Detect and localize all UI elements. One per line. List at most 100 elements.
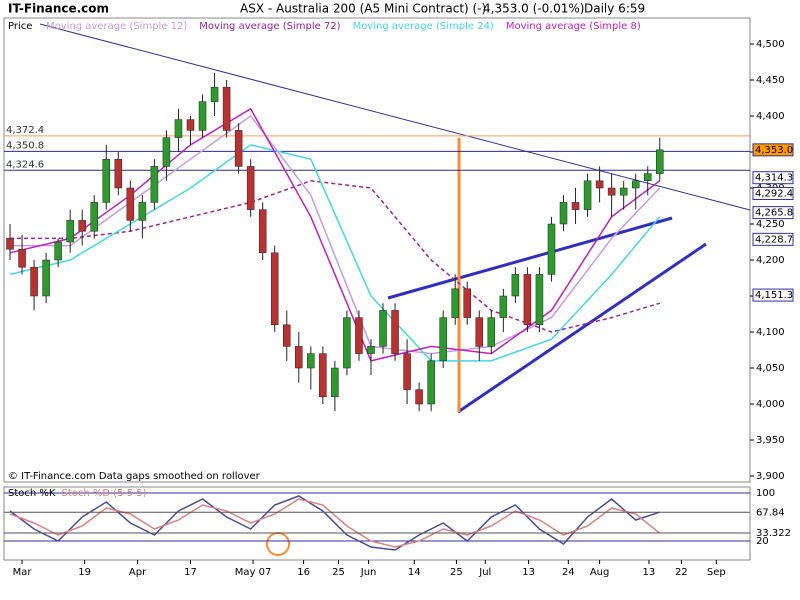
candle-body [18,248,26,268]
candle-body [30,266,38,297]
x-tick-label: 25 [450,567,463,578]
candle-body [355,317,363,354]
candle-body [487,317,496,347]
price-box-label: 4,292.4 [755,188,793,199]
legend-entry: Stoch %D (5 5 5) [61,488,146,499]
legend-entry: Moving average (Simple 24) [353,21,494,32]
y-tick-label: 4,500 [756,39,785,50]
y-tick-label: 4,250 [756,219,785,230]
candle-body [331,367,339,398]
stoch-frame [3,486,751,561]
candle-body [571,202,580,210]
candle-body [258,209,267,254]
series-line [10,180,660,333]
candle-body [186,119,195,131]
y-tick-label: 3,950 [756,435,785,446]
y-tick-label: 4,450 [756,75,785,86]
legend-entry: Moving average (Simple 72) [199,21,340,32]
candle-body [403,353,411,390]
candle-body [150,166,159,203]
instrument: ASX - Australia 200 (A5 Mini Contract) (… [240,2,486,16]
candle-body [174,119,183,138]
candle-body [283,324,291,347]
x-tick-label: 14 [408,567,421,578]
y-tick-label: 4,100 [756,327,785,338]
channel-bottom [457,242,707,414]
y-tick-label: 4,400 [756,111,785,122]
candle-body [246,166,255,210]
price-box [752,143,794,157]
x-tick-label: 24 [562,567,575,578]
level-label: 4,350.8 [6,140,44,151]
candle-body [66,220,74,243]
x-tick-label: 13 [643,567,656,578]
candle-body [547,223,556,275]
candle-body [463,288,471,318]
panel-label: Price [8,21,32,32]
series-line [10,114,661,355]
stoch-value-label: 67.84 [756,507,785,518]
candle-body [307,353,315,369]
candle-body [523,274,532,326]
price-box [752,171,794,185]
candle-body [126,187,135,221]
y-tick-label: 20 [756,536,769,547]
price-box [752,186,794,200]
x-tick-label: Aug [590,567,610,578]
x-tick-label: 17 [184,567,197,578]
trend-line [39,23,751,211]
legend-entry: Stoch %K [8,488,56,499]
candle-body [439,317,447,362]
candle-body [427,360,435,405]
x-tick-label: 22 [675,567,688,578]
x-tick-label: Sep [707,567,726,578]
candle-body [162,137,171,167]
price-box [752,232,794,246]
x-tick-label: 19 [78,567,91,578]
candle-body [559,202,568,225]
series-line [9,143,661,362]
candle-body [54,241,62,261]
candle-body [415,389,423,405]
x-tick-label: Apr [129,567,147,578]
candle-body [499,295,508,318]
x-tick-label: 16 [297,567,310,578]
candle-body [319,353,327,398]
y-tick-label: 3,900 [756,471,785,482]
candle-body [475,317,484,347]
series-line [9,498,661,548]
candle-body [138,202,147,221]
candle-body [270,252,279,326]
site: IT-Finance.com [8,2,109,16]
candle-body [198,101,207,131]
level-label: 4,372.4 [6,125,44,136]
candle-body [90,202,98,232]
candle-body [619,187,628,196]
x-tick-label: Jun [360,567,377,578]
y-tick-label: 4,050 [756,363,785,374]
candle-body [102,158,111,203]
y-tick-label: 4,200 [756,255,785,266]
candle-body [42,259,50,297]
candle-body [535,274,544,326]
price-box-label: 4,353.0 [755,145,793,156]
candle-body [511,274,520,297]
price-box [752,288,794,302]
price-box [752,206,794,220]
price-box-label: 4,265.8 [755,208,793,219]
price-box-label: 4,314.3 [755,173,793,184]
candle-body [114,158,123,189]
x-tick-label: Jul [478,567,491,578]
x-tick-label: 13 [522,567,535,578]
level-label: 4,324.6 [6,159,44,170]
x-tick-label: May 07 [235,567,272,578]
candle-body [391,310,399,354]
legend-entry: Moving average (Simple 8) [506,21,641,32]
y-tick-label: 4,000 [756,399,785,410]
price-box-label: 4,151.3 [755,290,793,301]
candle-body [643,173,652,182]
quote: 4,353.0 (-0.01%) [483,2,584,16]
candle-body [451,288,459,318]
